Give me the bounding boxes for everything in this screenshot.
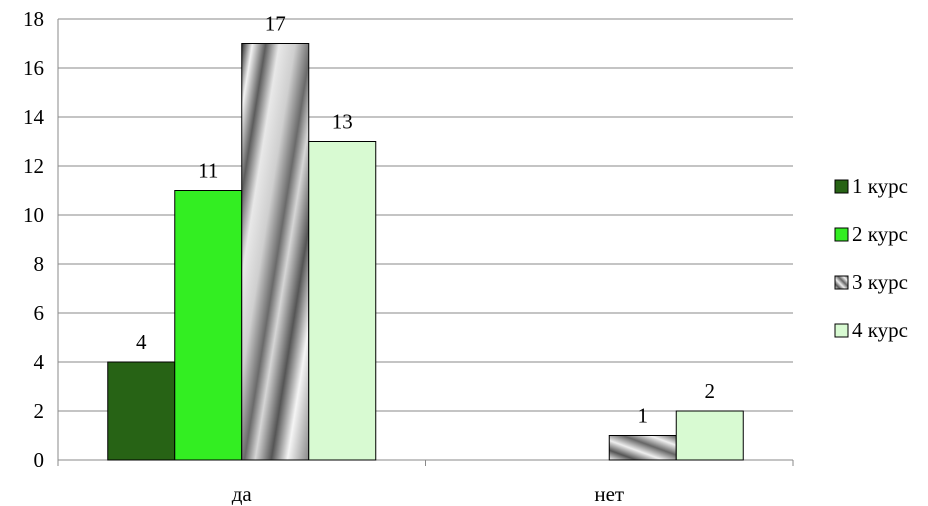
legend: 1 курс 2 курс 3 курс 4 курс — [834, 174, 908, 342]
legend-label: 2 курс — [852, 222, 908, 246]
legend-label: 1 курс — [852, 174, 908, 198]
legend-swatch — [834, 323, 849, 338]
y-tick-label: 0 — [34, 448, 45, 472]
legend-swatch — [834, 227, 849, 242]
bar-3-курс-да — [241, 43, 310, 461]
legend-label: 4 курс — [852, 318, 908, 342]
y-tick-label: 10 — [23, 203, 44, 227]
x-tick-label: нет — [594, 482, 624, 506]
data-label: 17 — [265, 12, 286, 36]
bar-2-курс-да — [174, 190, 243, 461]
y-tick-label: 2 — [34, 399, 45, 423]
y-tick-label: 12 — [23, 154, 44, 178]
legend-swatch — [834, 179, 849, 194]
bar-4-курс-да — [308, 141, 377, 461]
y-tick-label: 6 — [34, 301, 45, 325]
data-labels: 4 11 17 13 1 2 — [136, 12, 715, 428]
y-tick-label: 16 — [23, 56, 44, 80]
gridlines — [58, 18, 793, 412]
y-tick-label: 8 — [34, 252, 45, 276]
bar-1-курс-да — [107, 361, 176, 461]
data-label: 1 — [638, 404, 649, 428]
data-label: 13 — [332, 110, 353, 134]
bars — [107, 43, 744, 461]
y-tick-label: 18 — [23, 7, 44, 31]
x-tick-label: да — [232, 482, 253, 506]
data-label: 11 — [198, 159, 218, 183]
data-label: 4 — [136, 330, 147, 354]
data-label: 2 — [705, 379, 716, 403]
legend-label: 3 курс — [852, 270, 908, 294]
y-tick-label: 14 — [23, 105, 45, 129]
bar-3-курс-нет — [608, 435, 677, 461]
y-tick-label: 4 — [34, 350, 45, 374]
legend-swatch — [834, 275, 849, 290]
bar-4-курс-нет — [675, 410, 744, 461]
